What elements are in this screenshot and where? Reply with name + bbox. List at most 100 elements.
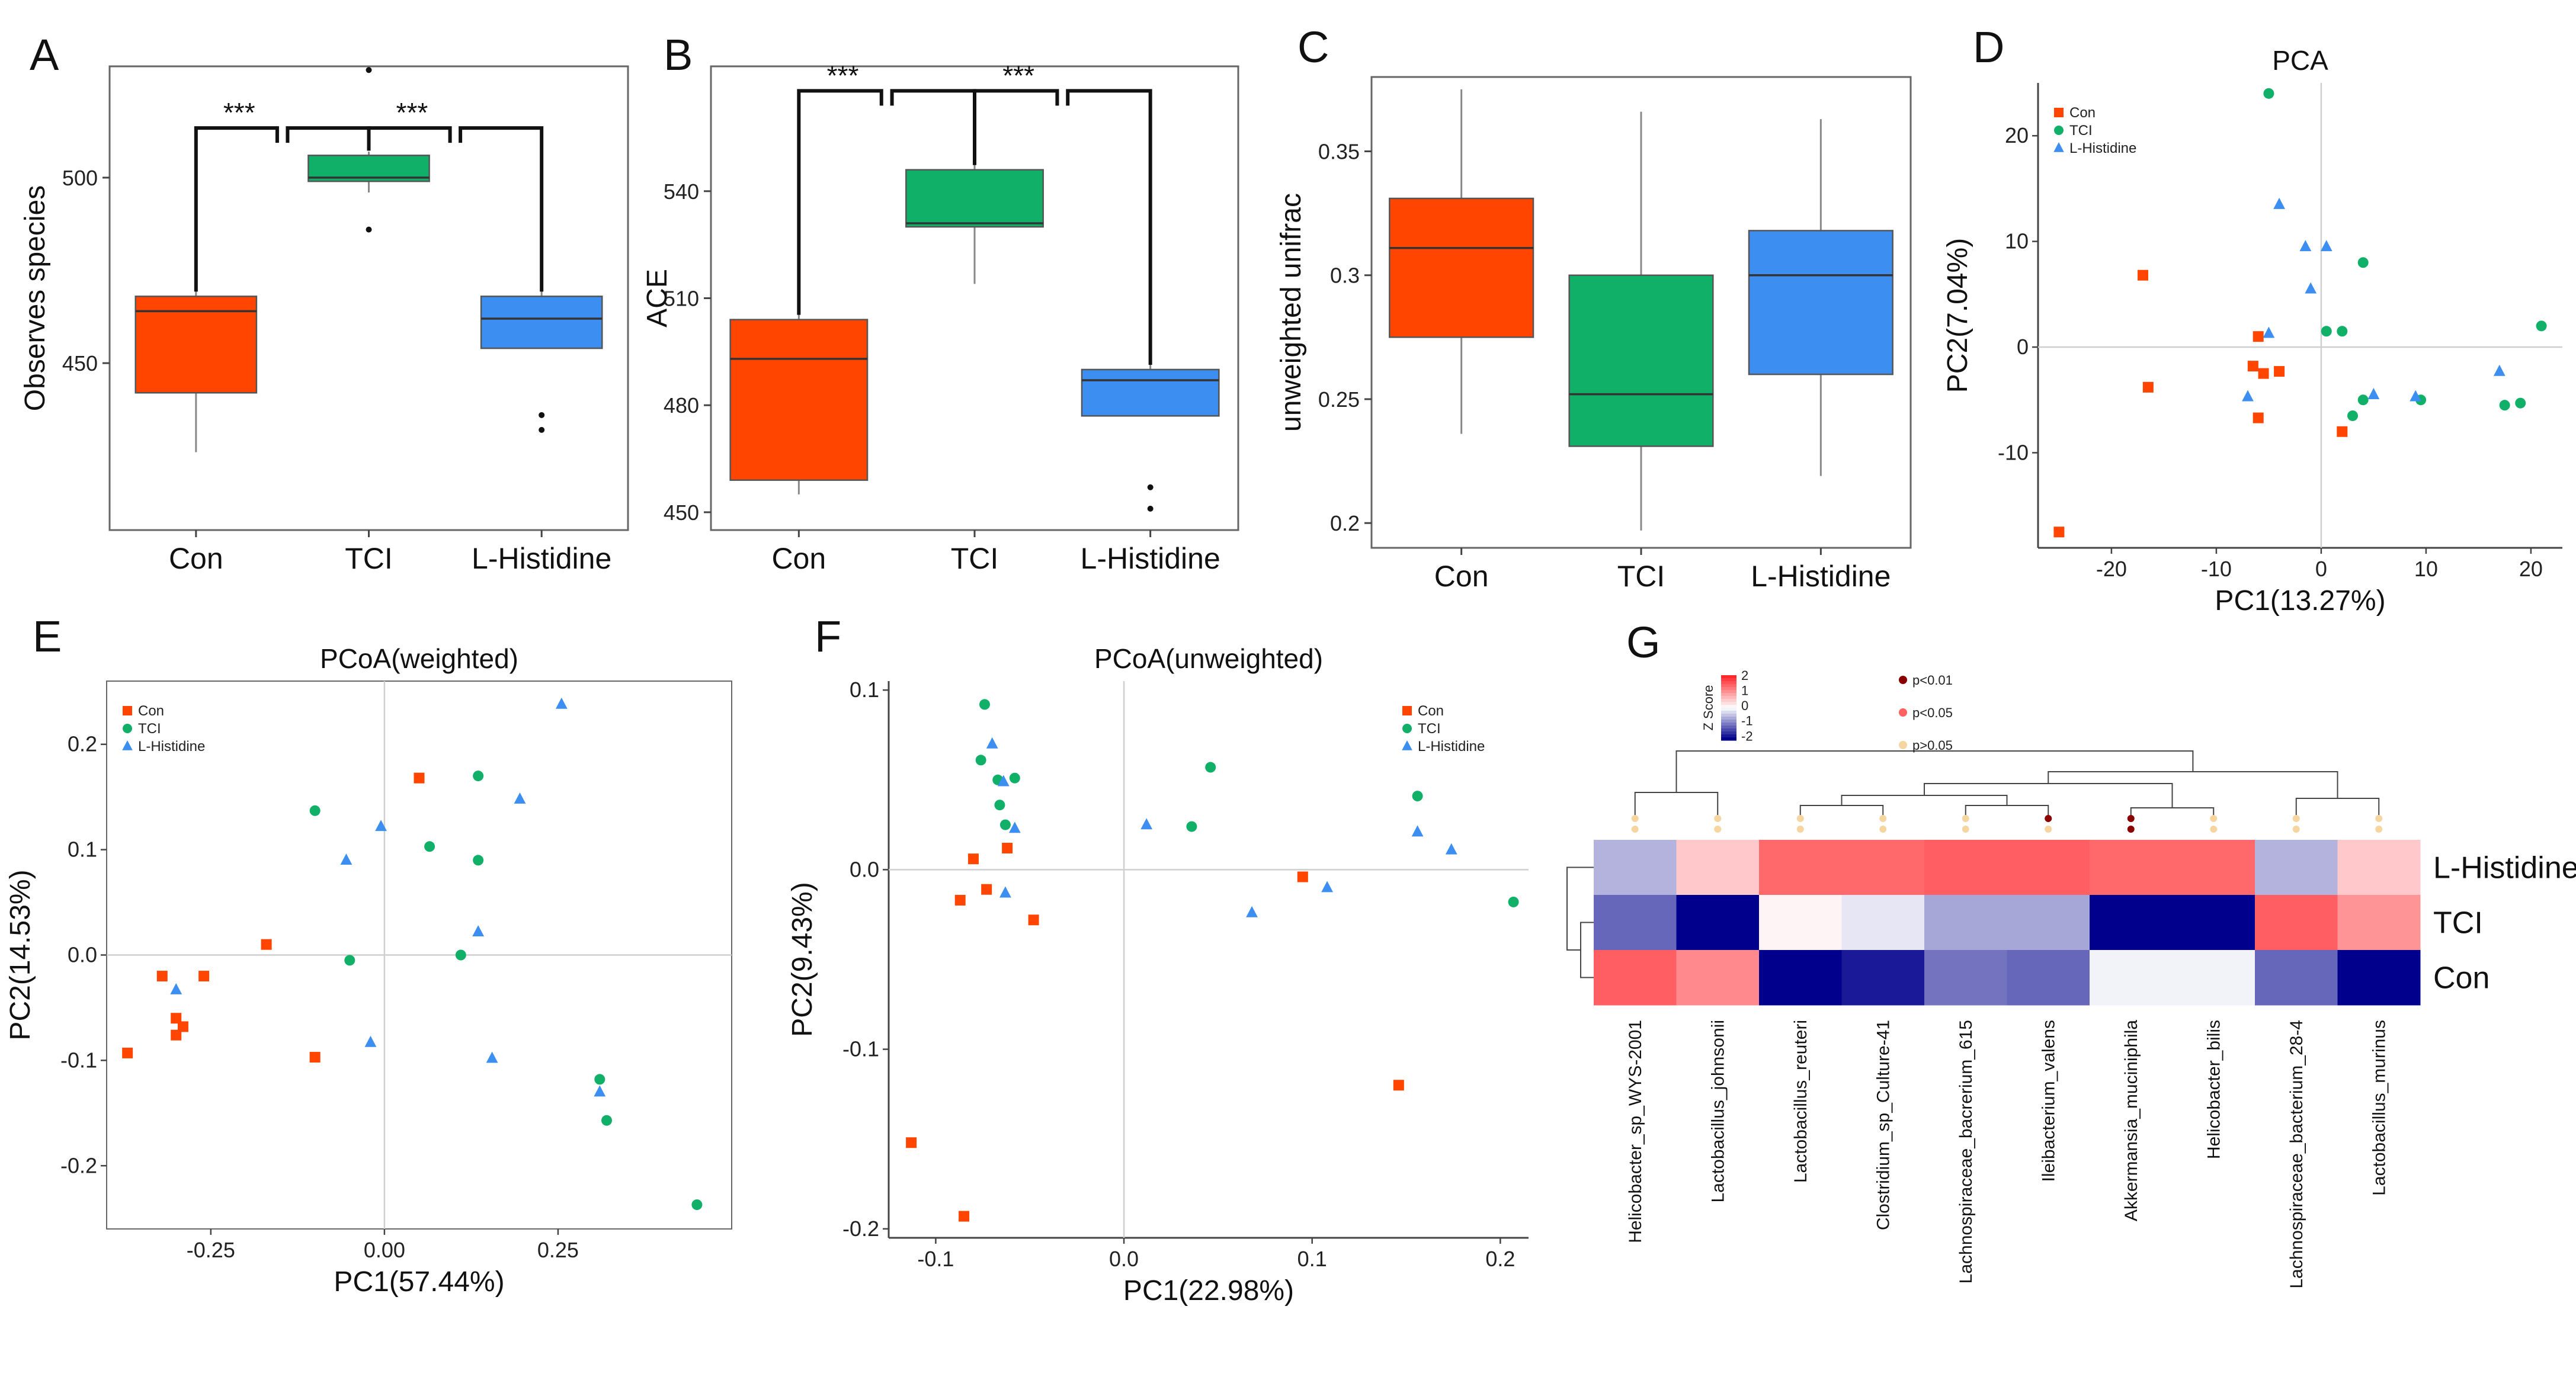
con-point	[906, 1137, 917, 1148]
column-label: Helicobacter_sp_WYS-2001	[1626, 1020, 1645, 1243]
zscore-gradient-step	[1721, 702, 1736, 705]
scatter-panel-f: -0.1 0.0 0.1 0.2 -0.2 -0.1 0.0 0.1 PCoA(unweight…	[787, 643, 1529, 1307]
tci-point	[473, 855, 484, 866]
y-axis-title: ACE	[642, 269, 673, 328]
x-tick-label: 0	[2315, 557, 2327, 581]
significance-label: ***	[223, 97, 255, 128]
zscore-gradient-step	[1721, 696, 1736, 699]
legend-label: Con	[138, 703, 164, 719]
pvalue-label: p<0.01	[1912, 673, 1953, 688]
heatmap-cell	[1924, 950, 2007, 1006]
x-tick-label: Con	[1434, 560, 1489, 593]
x-axis-title: PC1(13.27%)	[2215, 585, 2385, 617]
x-tick-label: 0.25	[537, 1238, 579, 1262]
series-l-histidine	[2242, 197, 2505, 402]
y-tick-label: 0.2	[1330, 511, 1360, 535]
zscore-title: Z Score	[1701, 685, 1716, 730]
panel-label-g: G	[1626, 618, 1661, 667]
tci-point	[2357, 394, 2369, 406]
zscore-legend: 210-1-2 Z Score	[1701, 668, 1753, 743]
outlier-point	[1147, 505, 1154, 512]
y-tick-label: 0.1	[850, 678, 879, 702]
heatmap-cell	[2172, 895, 2255, 951]
tci-point	[691, 1199, 703, 1211]
zscore-tick: -2	[1741, 728, 1753, 743]
l-histidine-point	[364, 1035, 377, 1047]
zscore-gradient-step	[1721, 720, 1736, 723]
tci-point	[309, 805, 321, 816]
tci-point	[2515, 397, 2526, 409]
l-histidine-point	[2493, 364, 2505, 376]
box-l-histidine	[1748, 119, 1893, 476]
tci-point	[1009, 772, 1020, 784]
y-axis-title: PC2(7.04%)	[1942, 238, 1973, 393]
column-label: Helicobacter_bilis	[2204, 1020, 2223, 1159]
significance-dot	[2127, 815, 2135, 822]
series-l-histidine	[986, 737, 1457, 917]
plot-title: PCoA(unweighted)	[1094, 643, 1323, 674]
zscore-gradient-step	[1721, 717, 1736, 720]
tci-point	[1412, 791, 1423, 802]
zscore-gradient-step	[1721, 693, 1736, 696]
dendrogram-branch	[1675, 750, 2194, 792]
box-body	[134, 296, 258, 394]
l-histidine-point	[2263, 326, 2275, 338]
significance-dot	[2375, 815, 2383, 822]
zscore-gradient-step	[1721, 737, 1736, 741]
pvalue-label: p<0.05	[1912, 705, 1953, 720]
significance-label: ***	[1002, 60, 1034, 91]
legend-label: L-Histidine	[1418, 739, 1485, 755]
con-point	[981, 884, 992, 895]
tci-point	[424, 841, 435, 852]
y-tick-label: 0	[2017, 335, 2029, 359]
y-tick-label: 0.0	[68, 943, 97, 967]
outlier-point	[539, 426, 545, 433]
con-point	[1028, 914, 1039, 926]
box-tci	[307, 67, 430, 233]
y-tick-label: 0.0	[850, 857, 879, 881]
box-con	[1389, 89, 1534, 434]
heatmap-cell	[1676, 895, 1760, 951]
l-histidine-point	[514, 792, 526, 804]
tci-point	[2536, 320, 2547, 332]
heatmap-cell	[2337, 950, 2421, 1006]
con-point	[2053, 527, 2065, 538]
bracket-right	[1066, 89, 1152, 365]
x-tick-label: 20	[2519, 557, 2543, 581]
significance-dot	[2292, 826, 2300, 833]
zscore-gradient-step	[1721, 723, 1736, 726]
heatmap-cell	[1676, 950, 1760, 1006]
y-tick-label: -10	[1998, 440, 2029, 464]
tci-point	[1402, 724, 1412, 733]
zscore-gradient-step	[1721, 681, 1736, 685]
box-tci	[905, 123, 1044, 284]
con-point	[2138, 269, 2148, 281]
con-point	[959, 1211, 970, 1222]
zscore-gradient-step	[1721, 684, 1736, 688]
tci-point	[123, 724, 132, 733]
boxplot-panel-c: 0.2 0.25 0.3 0.35 Con TCI L-Histidine unweighte…	[1276, 76, 1912, 593]
heatmap-cell	[2090, 895, 2173, 951]
box-body	[729, 319, 869, 481]
significance-dot	[2210, 815, 2218, 822]
series-l-histidine	[170, 697, 606, 1097]
heatmap-cell	[2007, 895, 2090, 951]
significance-dot	[2045, 815, 2052, 822]
panel-label-a: A	[30, 30, 59, 79]
x-tick-label: 0.1	[1297, 1247, 1327, 1271]
x-tick-label: TCI	[1617, 560, 1665, 593]
y-tick-label: 480	[664, 393, 699, 418]
l-histidine-point	[2367, 388, 2380, 399]
series-con	[906, 843, 1404, 1222]
x-tick-label: -10	[2201, 557, 2232, 581]
bracket-right	[459, 126, 544, 292]
con-point	[2054, 108, 2064, 117]
row-label: L-Histidine	[2433, 851, 2576, 885]
heatmap-cell	[2337, 840, 2421, 895]
box-body	[1748, 230, 1893, 375]
tci-point	[473, 771, 484, 782]
outlier-point	[366, 226, 372, 233]
